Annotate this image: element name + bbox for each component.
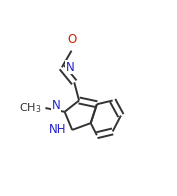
Text: NH: NH [49,123,67,136]
Text: CH$_3$: CH$_3$ [19,101,41,115]
Text: N: N [52,99,61,112]
Text: O: O [67,33,76,46]
Text: N: N [66,61,75,74]
